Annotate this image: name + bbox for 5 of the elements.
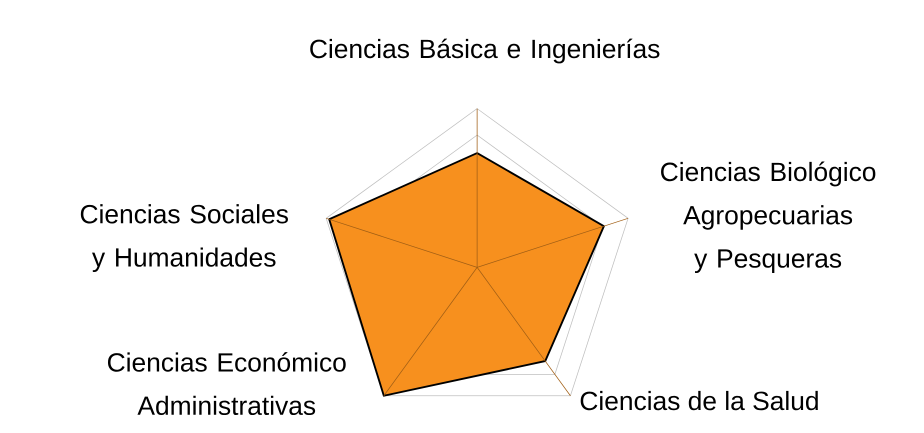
spoke-label: Ciencias Básica e Ingenierías [310,38,660,64]
spoke-label: Ciencias de la Salud [580,391,818,410]
spoke-label: Ciencias Sociales y Humanidades [80,204,288,272]
spoke-label: Ciencias Biológico Agropecuarias y Pesqueras [661,162,876,274]
spoke-label: Ciencias Económico Administrativas [108,352,346,416]
